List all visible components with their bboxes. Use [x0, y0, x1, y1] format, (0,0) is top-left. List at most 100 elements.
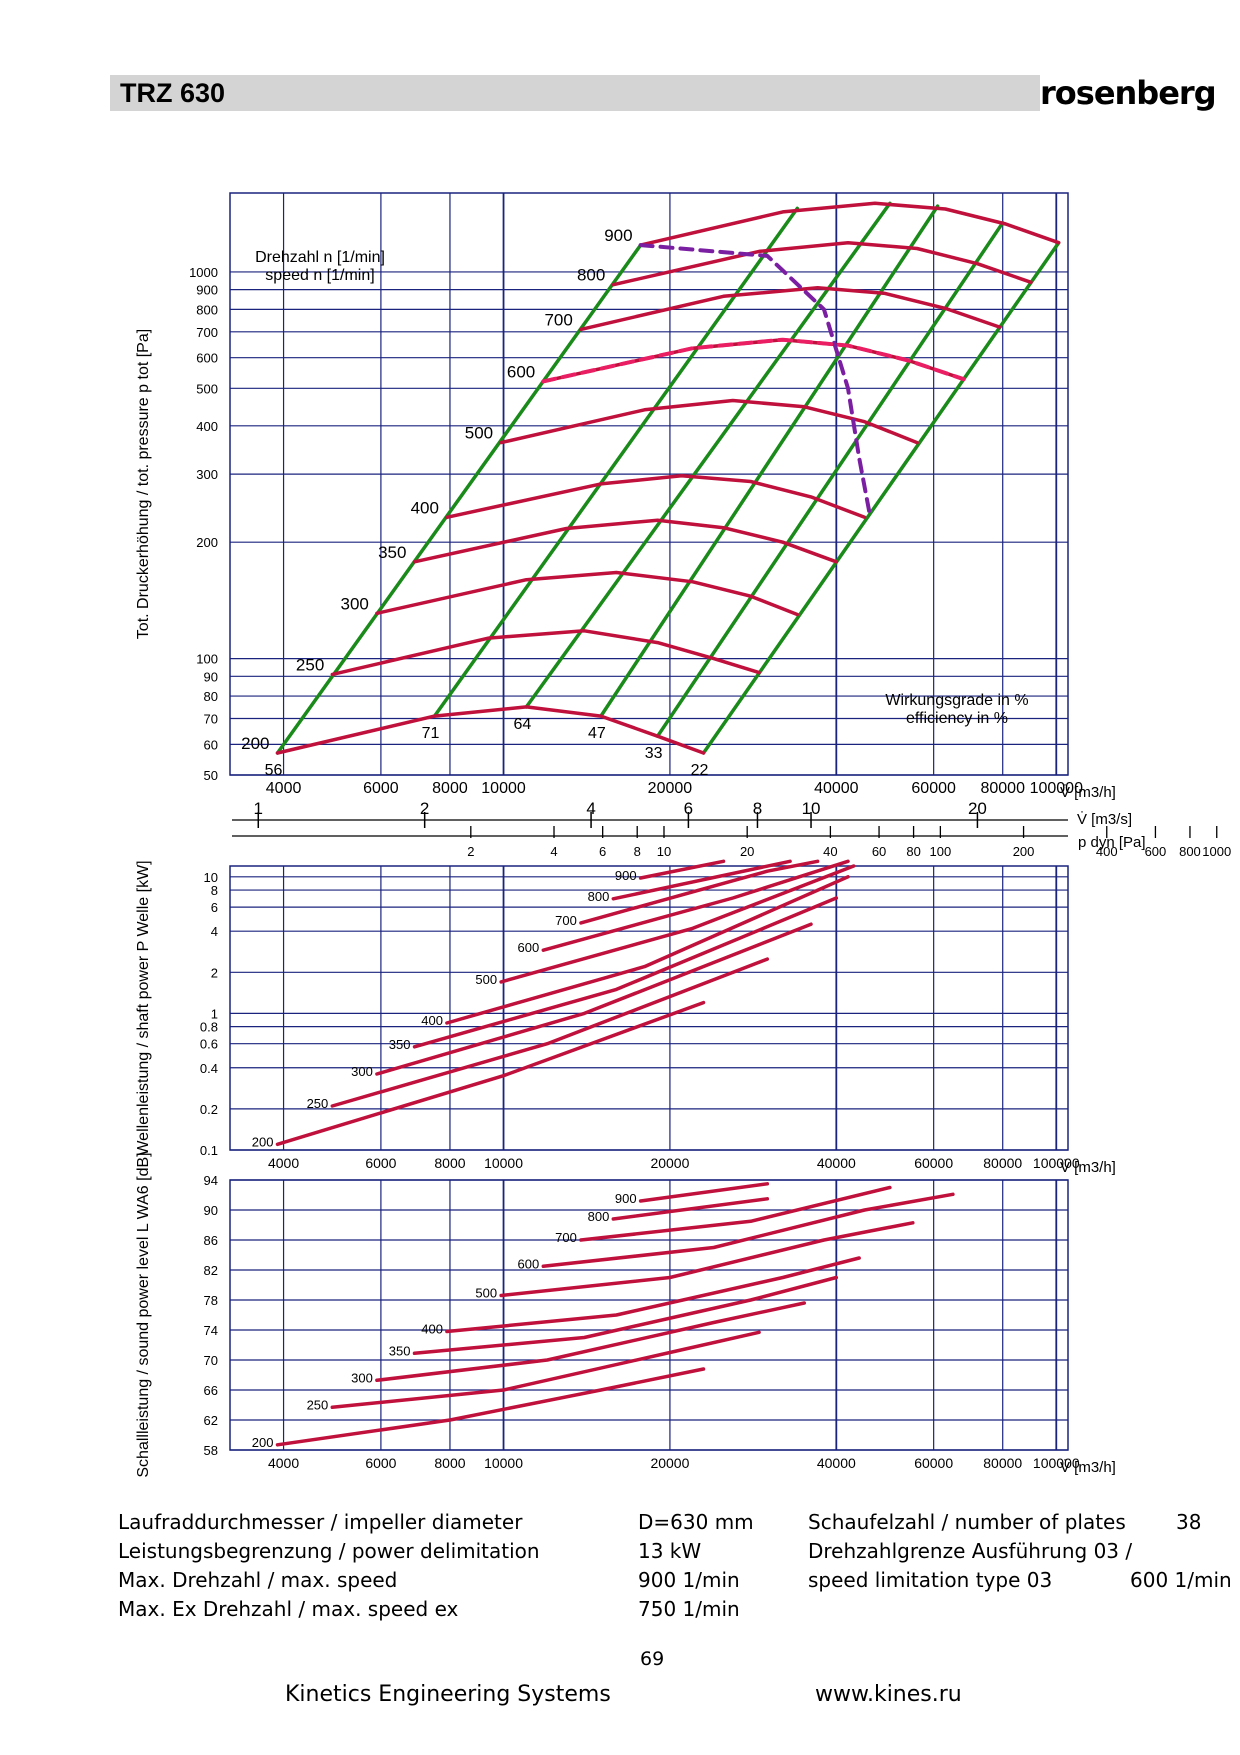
y-tick-label: 4 — [211, 924, 218, 939]
sound-speed-label-250: 250 — [307, 1397, 329, 1412]
power-speed-label-200: 200 — [252, 1134, 274, 1149]
x-axis-title-1: V̇ [m3/h] — [1060, 1159, 1116, 1176]
power-speed-label-600: 600 — [518, 940, 540, 955]
x-tick-label: 20000 — [650, 1155, 689, 1171]
x-tick-label: 10000 — [484, 1155, 523, 1171]
pdyn-label: 10 — [657, 844, 671, 859]
speed-legend-en: speed n [1/min] — [265, 267, 374, 284]
power-curve-500 — [499, 864, 856, 984]
x-tick-label: 6000 — [363, 780, 399, 797]
spec-limit-label1: Drehzahlgrenze Ausführung 03 / — [808, 1539, 1133, 1563]
x-tick-label: 20000 — [650, 1455, 689, 1471]
y-tick-label: 6 — [211, 900, 218, 915]
x-axis-title-2: V̇ [m3/h] — [1060, 1459, 1116, 1476]
sound-speed-label-400: 400 — [421, 1322, 443, 1337]
power-speed-label-350: 350 — [389, 1037, 411, 1052]
footer-url-link[interactable]: www.kines.ru — [815, 1682, 962, 1707]
y-tick-label: 94 — [204, 1173, 218, 1188]
speed-label-900: 900 — [604, 226, 632, 245]
sound-curve-600 — [541, 1192, 955, 1269]
x-axis-title-0: V̇ [m3/h] — [1060, 784, 1116, 801]
y-tick-label: 58 — [204, 1443, 218, 1458]
speed-label-400: 400 — [411, 498, 439, 517]
pressure-curve-350 — [412, 518, 839, 564]
power-speed-label-400: 400 — [421, 1013, 443, 1028]
flow-m3s-title: V̇ [m3/s] — [1077, 811, 1132, 828]
pdyn-label: 80 — [906, 844, 920, 859]
power-curve-200 — [275, 1000, 706, 1147]
spec-plates-value: 38 — [1176, 1510, 1202, 1534]
flow-m3s-label: 4 — [586, 799, 595, 818]
spec-maxspeed-label: Max. Drehzahl / max. speed — [118, 1568, 398, 1592]
x-tick-label: 20000 — [648, 780, 693, 797]
x-tick-label: 4000 — [268, 1455, 299, 1471]
power-curve-250 — [330, 957, 770, 1108]
sound-speed-label-500: 500 — [475, 1286, 497, 1301]
x-tick-label: 4000 — [266, 780, 302, 797]
x-tick-label: 100000 — [1033, 1155, 1080, 1171]
x-tick-label: 80000 — [983, 1455, 1022, 1471]
efficiency-line-71 — [432, 206, 800, 718]
speed-label-500: 500 — [465, 424, 493, 443]
flow-m3s-label: 1 — [254, 799, 263, 818]
y-tick-label: 200 — [196, 535, 218, 550]
efficiency-label-22: 22 — [691, 762, 709, 779]
pdyn-label: 200 — [1013, 844, 1035, 859]
pressure-curve-500 — [499, 398, 919, 445]
pressure-curve-700 — [579, 286, 1002, 332]
pdyn-label: 8 — [634, 844, 641, 859]
flow-m3s-label: 2 — [420, 799, 429, 818]
y-tick-label: 70 — [204, 1353, 218, 1368]
pdyn-label: 60 — [872, 844, 886, 859]
plot-frame-2 — [229, 1179, 1069, 1451]
sound-curve-700 — [579, 1185, 892, 1242]
y-tick-label: 86 — [204, 1233, 218, 1248]
y-axis-title-1: Wellenleistung / shaft power P Welle [kW… — [135, 860, 152, 1155]
y-tick-label: 1 — [211, 1006, 218, 1021]
y-tick-label: 0.6 — [200, 1037, 218, 1052]
pressure-curve-250 — [330, 629, 761, 677]
flow-m3s-label: 20 — [968, 799, 987, 818]
y-tick-label: 90 — [204, 1203, 218, 1218]
fan-charts: 1000 900 800 700 600 500 400 300 200 100 90 80 70 60 5… — [135, 192, 1231, 1478]
pdyn-label: 40 — [823, 844, 837, 859]
x-tick-label: 40000 — [814, 780, 859, 797]
power-speed-label-300: 300 — [351, 1064, 373, 1079]
spec-power-value: 13 kW — [638, 1539, 702, 1563]
y-tick-label: 80 — [204, 689, 218, 704]
speed-label-600: 600 — [507, 362, 535, 381]
y-tick-label: 10 — [204, 870, 218, 885]
speed-label-200: 200 — [241, 734, 269, 753]
x-tick-label: 100000 — [1030, 780, 1083, 797]
x-tick-label: 8000 — [434, 1155, 465, 1171]
spec-maxspeed-value: 900 1/min — [638, 1568, 740, 1592]
y-tick-label: 100 — [196, 652, 218, 667]
efficiency-line-47 — [599, 204, 940, 718]
y-tick-label: 74 — [204, 1323, 218, 1338]
x-tick-label: 40000 — [817, 1155, 856, 1171]
sound-speed-label-600: 600 — [518, 1256, 540, 1271]
power-curve-350 — [412, 896, 839, 1049]
y-tick-label: 1000 — [189, 265, 218, 280]
pdyn-label: 400 — [1096, 844, 1118, 859]
pdyn-label: 4 — [550, 844, 557, 859]
efficiency-label-47: 47 — [588, 725, 606, 742]
efficiency-legend-en: efficiency in % — [906, 710, 1008, 727]
efficiency-label-71: 71 — [422, 725, 440, 742]
y-tick-label: 900 — [196, 283, 218, 298]
pressure-curve-900 — [638, 201, 1061, 247]
power-speed-label-250: 250 — [307, 1096, 329, 1111]
spec-maxex-value: 750 1/min — [638, 1597, 740, 1621]
y-axis-title-0: Tot. Druckerhöhung / tot. pressure p tot… — [135, 329, 152, 639]
y-tick-label: 8 — [211, 883, 218, 898]
sound-speed-label-800: 800 — [588, 1209, 610, 1224]
footer-company: Kinetics Engineering Systems — [285, 1682, 611, 1707]
power-speed-label-800: 800 — [588, 889, 610, 904]
power-curve-400 — [445, 875, 850, 1025]
page-title: TRZ 630 — [120, 78, 226, 108]
x-tick-label: 60000 — [914, 1155, 953, 1171]
flow-m3s-label: 8 — [753, 799, 762, 818]
power-curve-800 — [611, 859, 792, 901]
flow-m3s-label: 6 — [684, 799, 693, 818]
x-tick-label: 80000 — [980, 780, 1025, 797]
